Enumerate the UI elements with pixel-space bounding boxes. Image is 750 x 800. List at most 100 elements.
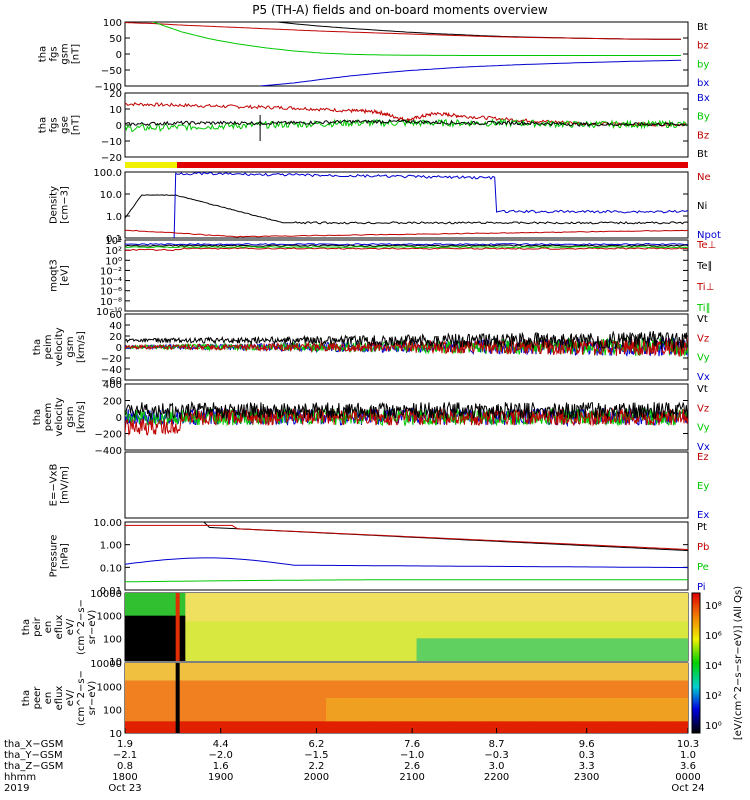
spectrogram-cell	[165, 663, 176, 670]
spectrogram-cell	[496, 644, 508, 651]
spectrogram-cell	[366, 668, 377, 676]
spectrogram-cell	[677, 638, 688, 645]
spectrogram-cell	[517, 674, 528, 681]
spectrogram-cell	[275, 610, 287, 617]
spectrogram-cell	[225, 621, 237, 628]
spectrogram-cell	[577, 610, 588, 617]
spectrogram-cell	[235, 621, 247, 628]
spectrogram-cell	[165, 604, 176, 611]
spectrogram-cell	[255, 649, 267, 656]
spectrogram-cell	[517, 610, 528, 617]
spectrogram-cell	[145, 709, 156, 716]
panel-4-tick-label: 10⁰	[105, 256, 122, 267]
panel-10-ylabel: sr−eV)	[87, 681, 98, 716]
spectrogram-cell	[346, 680, 357, 687]
panel-10-ylabel: (cm^2−s−	[76, 670, 87, 726]
spectrogram-cell	[426, 727, 438, 733]
spectrogram-cell	[285, 686, 297, 693]
spectrogram-cell	[677, 698, 688, 705]
spectrogram-cell	[517, 727, 528, 733]
spectrogram-cell	[275, 698, 287, 705]
spectrogram-cell	[466, 727, 478, 733]
panel-8-frame	[124, 521, 689, 591]
spectrogram-cell	[577, 698, 588, 705]
spectrogram-cell	[235, 674, 247, 681]
spectrogram-cell	[446, 721, 458, 728]
spectrogram-cell	[597, 604, 609, 611]
spectrogram-cell	[326, 686, 337, 693]
spectrogram-cell	[305, 655, 317, 661]
panel-5-ylabel: velocity	[54, 327, 65, 366]
spectrogram-cell	[336, 668, 347, 676]
spectrogram-cell	[647, 610, 659, 617]
spectrogram-cell	[567, 598, 578, 605]
spectrogram-cell	[667, 593, 679, 600]
spectrogram-cell	[587, 674, 599, 681]
spectrogram-cell	[366, 698, 377, 705]
spectrogram-cell	[195, 692, 206, 699]
spectrogram-cell	[416, 655, 428, 661]
spectrogram-cell	[476, 698, 488, 705]
spectrogram-cell	[125, 615, 136, 622]
spectrogram-cell	[607, 610, 619, 617]
spectrogram-cell	[406, 644, 418, 651]
spectrogram-cell	[476, 668, 488, 676]
spectrogram-cell	[507, 703, 518, 711]
spectrogram-cell	[346, 610, 357, 617]
spectrogram-cell	[305, 668, 317, 676]
spectrogram-cell	[386, 698, 397, 705]
spectrogram-cell	[607, 638, 619, 645]
spectrogram-cell	[466, 674, 478, 681]
spectrogram-cell	[376, 674, 387, 681]
spectrogram-cell	[426, 610, 438, 617]
spectrogram-cell	[346, 709, 357, 716]
spectrogram-cell	[326, 627, 337, 634]
spectrogram-cell	[547, 593, 558, 600]
spectrogram-cell	[647, 621, 659, 628]
spectrogram-cell	[235, 668, 247, 676]
spectrogram-cell	[627, 663, 639, 670]
spectrogram-cell	[627, 649, 639, 656]
spectrogram-cell	[255, 709, 267, 716]
spectrogram-cell	[406, 680, 418, 687]
spectrogram-cell	[215, 709, 227, 716]
spectrogram-cell	[617, 680, 629, 687]
spectrogram-cell	[466, 721, 478, 728]
spectrogram-cell	[265, 715, 277, 722]
spectrogram-cell	[386, 680, 397, 687]
fgs-panel-1-ylabel: tha	[38, 46, 49, 62]
spectrogram-cell	[557, 715, 568, 722]
spectrogram-cell	[316, 686, 327, 693]
spectrogram-cell	[637, 649, 649, 656]
spectrogram-cell	[255, 727, 267, 733]
spectrogram-cell	[275, 638, 287, 645]
spectrogram-cell	[285, 621, 297, 628]
fgs-panel-2-ylabel: tha	[38, 117, 49, 133]
spectrogram-cell	[185, 615, 196, 622]
spectrogram-cell	[125, 680, 136, 687]
spectrogram-cell	[677, 715, 688, 722]
spectrogram-cell	[466, 680, 478, 687]
spectrogram-cell	[476, 649, 488, 656]
spectrogram-cell	[285, 598, 297, 605]
series-by	[125, 118, 688, 133]
panel-8-content	[125, 522, 688, 583]
spectrogram-cell	[446, 709, 458, 716]
spectrogram-cell	[366, 692, 377, 699]
spectrogram-cell	[376, 621, 387, 628]
spectrogram-cell	[295, 615, 307, 622]
spectrogram-cell	[517, 715, 528, 722]
panel-9-tick-label: 10000	[90, 589, 122, 600]
spectrogram-cell	[235, 703, 247, 711]
colorbar	[691, 592, 701, 734]
panel-10-ylabel: tha	[21, 690, 32, 706]
spectrogram-cell	[527, 686, 538, 693]
spectrogram-cell	[537, 709, 548, 716]
x-row-name: tha_X−GSM	[4, 739, 63, 750]
spectrogram-cell	[416, 598, 428, 605]
spectrogram-cell	[637, 721, 649, 728]
spectrogram-cell	[346, 638, 357, 645]
spectrogram-cell	[135, 638, 146, 645]
spectrogram-cell	[647, 593, 659, 600]
spectrogram-cell	[235, 692, 247, 699]
